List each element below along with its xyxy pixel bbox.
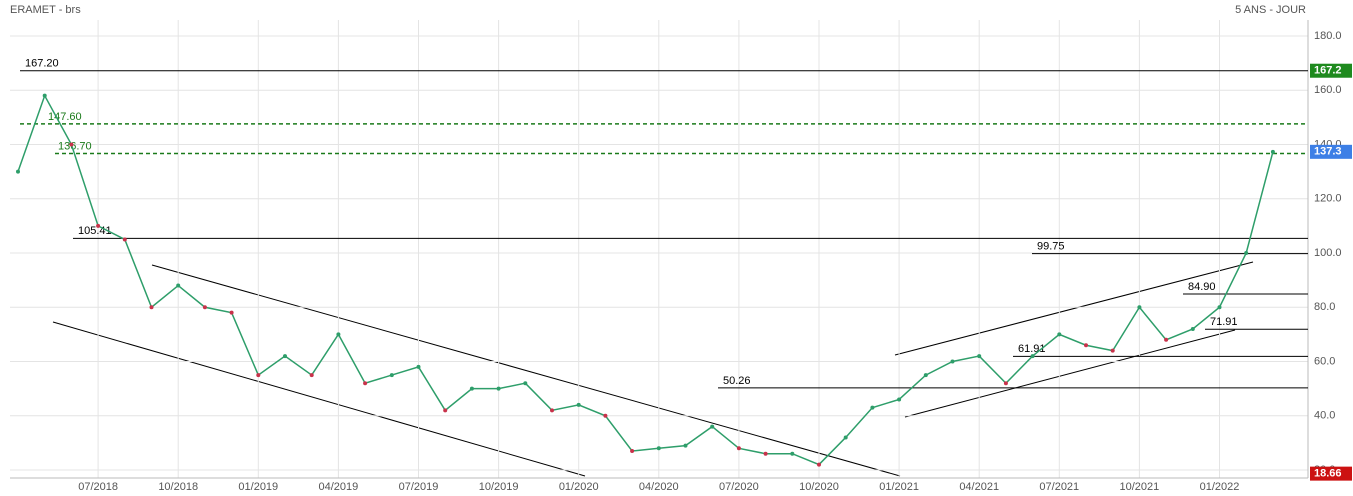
x-tick-label: 10/2019 xyxy=(479,481,519,493)
price-point xyxy=(1084,343,1088,348)
price-point xyxy=(389,373,394,378)
price-point xyxy=(1164,337,1169,342)
price-point xyxy=(1137,305,1142,310)
y-tick-label: 100.0 xyxy=(1314,247,1342,259)
level-label: 167.20 xyxy=(25,58,59,70)
x-tick-label: 01/2020 xyxy=(559,481,599,493)
price-point xyxy=(870,405,875,410)
price-tag xyxy=(1310,63,1352,78)
level-label: 99.75 xyxy=(1037,241,1065,253)
level-label: 61.91 xyxy=(1018,343,1046,355)
x-tick-label: 04/2019 xyxy=(319,481,359,493)
price-point xyxy=(1030,354,1035,359)
price-point xyxy=(790,451,795,456)
price-point xyxy=(229,310,234,315)
price-point xyxy=(202,305,207,310)
price-point xyxy=(736,446,741,451)
price-point xyxy=(843,435,848,440)
x-tick-label: 07/2018 xyxy=(78,481,118,493)
y-tick-label: 40.0 xyxy=(1314,410,1335,422)
price-point xyxy=(523,381,528,386)
price-point xyxy=(1217,305,1222,310)
price-tag-label: 167.2 xyxy=(1314,65,1342,77)
price-point xyxy=(416,364,421,369)
x-tick-label: 07/2020 xyxy=(719,481,759,493)
chart-subtitle: 5 ANS - JOUR xyxy=(1235,4,1306,16)
price-point xyxy=(1003,381,1008,386)
price-point xyxy=(443,408,448,413)
price-point xyxy=(923,373,928,378)
x-tick-label: 07/2019 xyxy=(399,481,439,493)
x-tick-label: 01/2022 xyxy=(1200,481,1240,493)
x-tick-label: 04/2021 xyxy=(959,481,999,493)
price-point xyxy=(817,462,821,467)
y-tick-label: 180.0 xyxy=(1314,30,1342,42)
price-point xyxy=(469,386,474,391)
price-point xyxy=(603,413,608,418)
price-point xyxy=(950,359,955,364)
price-tag-label: 18.66 xyxy=(1314,468,1342,480)
trend-line xyxy=(151,264,901,477)
price-point xyxy=(149,305,154,310)
price-point xyxy=(309,373,314,378)
y-tick-label: 120.0 xyxy=(1314,193,1342,205)
y-tick-label: 80.0 xyxy=(1314,301,1335,313)
price-point xyxy=(763,451,768,456)
price-tag-label: 137.3 xyxy=(1314,146,1342,158)
price-tag xyxy=(1310,144,1352,159)
level-label: 147.60 xyxy=(48,111,82,123)
price-point xyxy=(576,402,581,407)
trend-line xyxy=(904,329,1236,418)
price-point xyxy=(550,408,554,413)
price-point xyxy=(256,373,261,378)
price-point xyxy=(630,449,635,454)
x-tick-label: 01/2019 xyxy=(238,481,278,493)
grid xyxy=(10,20,1308,478)
price-point xyxy=(42,93,47,98)
price-point xyxy=(283,354,287,359)
price-point xyxy=(1270,149,1275,154)
price-point xyxy=(1057,332,1062,337)
trend-lines xyxy=(52,261,1254,477)
price-point xyxy=(977,354,982,359)
price-point xyxy=(69,142,74,147)
trend-line xyxy=(894,261,1254,356)
price-point xyxy=(1190,326,1195,331)
trend-line xyxy=(52,321,586,477)
price-point xyxy=(96,223,101,228)
price-point xyxy=(1110,348,1115,353)
price-tag xyxy=(1310,466,1352,481)
level-label: 84.90 xyxy=(1188,281,1216,293)
chart-title: ERAMET - brs xyxy=(10,4,81,16)
price-point xyxy=(496,386,501,391)
price-point xyxy=(710,424,715,429)
price-line xyxy=(17,93,1274,466)
level-label: 50.26 xyxy=(723,375,751,387)
level-label: 105.41 xyxy=(78,225,112,237)
price-point xyxy=(16,169,20,174)
x-tick-label: 10/2018 xyxy=(158,481,198,493)
x-tick-label: 01/2021 xyxy=(879,481,919,493)
price-point xyxy=(176,283,181,288)
x-tick-label: 07/2021 xyxy=(1039,481,1079,493)
price-point xyxy=(122,237,127,242)
price-point xyxy=(897,397,902,402)
level-label: 136.70 xyxy=(58,140,92,152)
price-point xyxy=(683,443,688,448)
y-tick-label: 160.0 xyxy=(1314,84,1342,96)
x-tick-label: 10/2020 xyxy=(799,481,839,493)
level-label: 71.91 xyxy=(1210,316,1238,328)
price-point xyxy=(1244,251,1249,255)
price-point xyxy=(336,332,341,337)
price-point xyxy=(363,381,368,386)
y-tick-label: 60.0 xyxy=(1314,355,1335,367)
x-tick-label: 04/2020 xyxy=(639,481,679,493)
price-point xyxy=(656,446,661,451)
x-tick-label: 10/2021 xyxy=(1120,481,1160,493)
